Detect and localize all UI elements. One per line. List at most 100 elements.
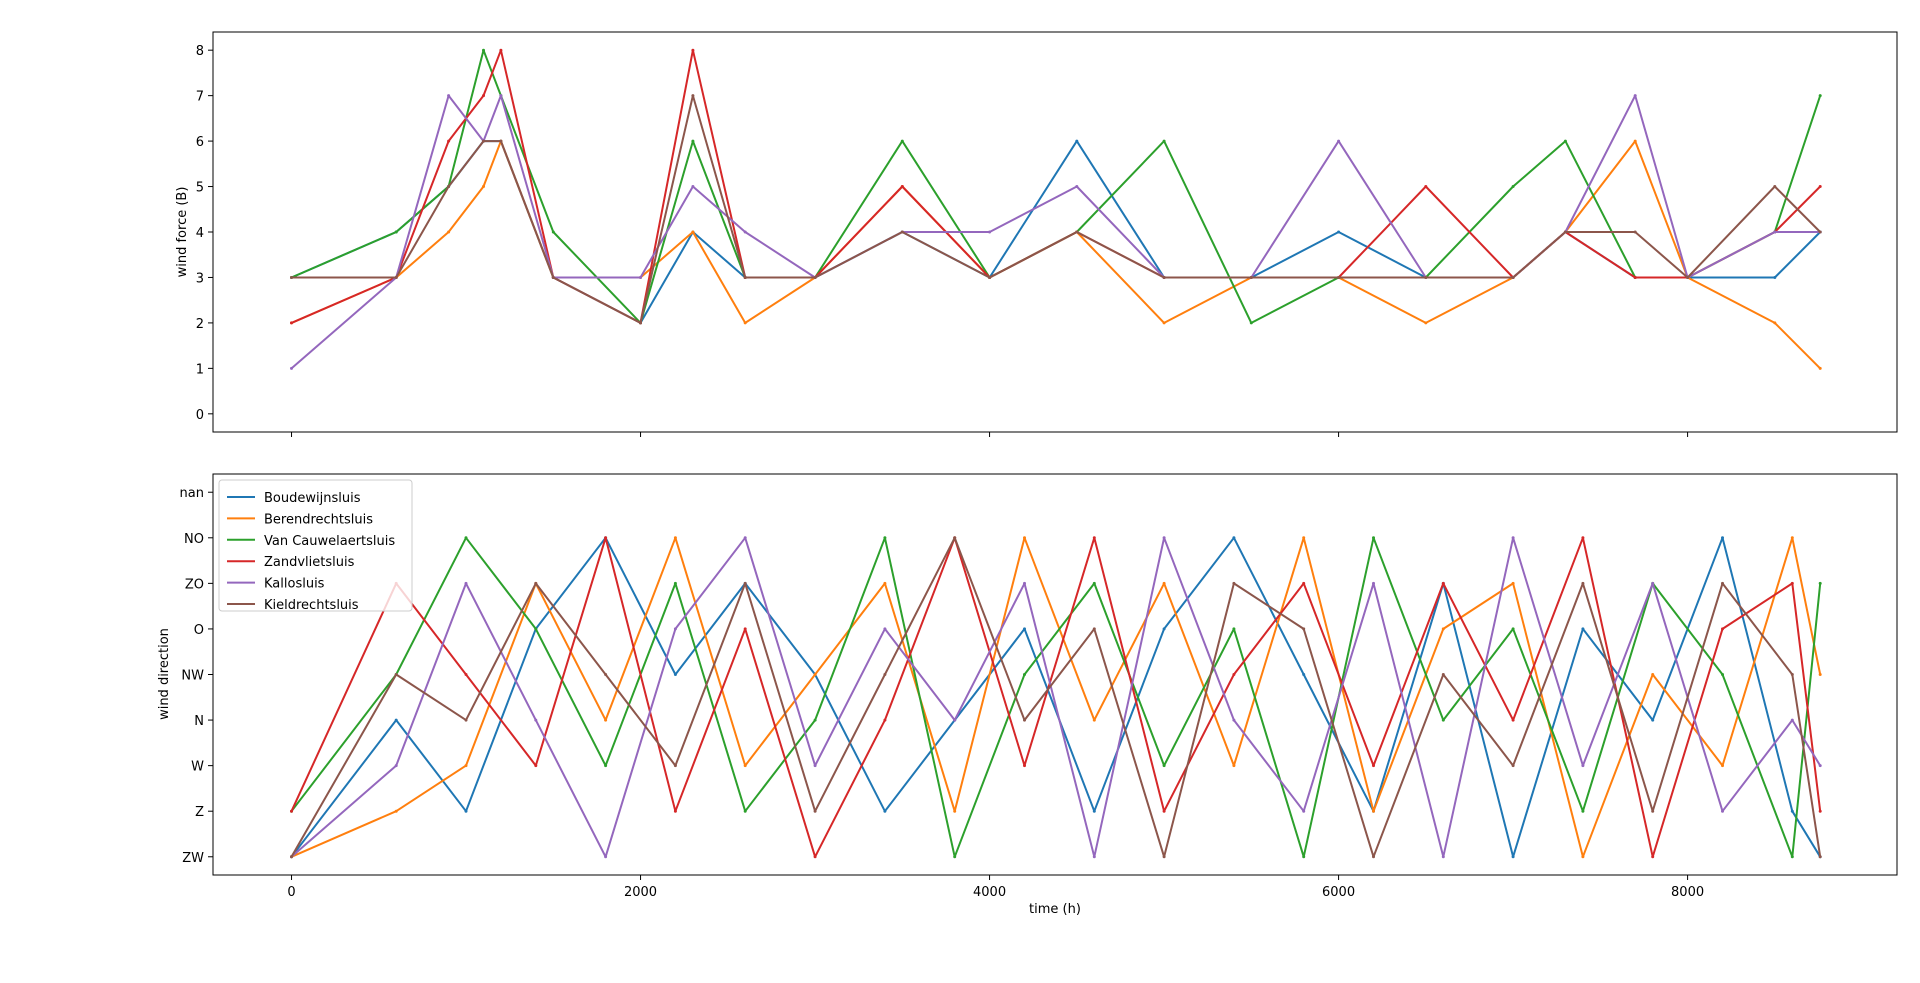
- wind-force-data-point: [988, 230, 992, 234]
- wind-direction-data-point: [1302, 581, 1306, 585]
- x-tick-label: 6000: [1322, 885, 1355, 900]
- wind-force-data-point: [1818, 366, 1822, 370]
- wind-force-data-point: [1511, 185, 1515, 188]
- wind-force-data-point: [447, 94, 451, 98]
- wind-force-data-point: [290, 366, 293, 370]
- wind-force-data-point: [1075, 230, 1079, 234]
- wind-direction-data-point: [1651, 718, 1655, 722]
- legend-label: Zandvlietsluis: [264, 555, 355, 570]
- wind-direction-data-point: [1023, 764, 1026, 768]
- wind-force-data-point: [691, 185, 695, 188]
- wind-direction-data-point: [1581, 809, 1585, 813]
- wind-direction-data-point: [1721, 581, 1724, 585]
- x-tick-label: 4000: [973, 885, 1006, 900]
- wind-direction-data-point: [1232, 627, 1236, 631]
- wind-direction-data-point: [1232, 718, 1236, 722]
- wind-direction-data-point: [1511, 718, 1515, 722]
- wind-direction-data-point: [1232, 581, 1236, 585]
- wind-direction-data-point: [604, 536, 608, 540]
- wind-force-data-point: [691, 230, 695, 234]
- wind-direction-data-point: [1023, 627, 1026, 631]
- wind-direction-data-point: [604, 855, 608, 859]
- wind-direction-data-point: [883, 581, 887, 585]
- wind-force-data-point: [1162, 276, 1166, 279]
- wind-direction-data-point: [883, 673, 887, 676]
- legend-label: Kallosluis: [264, 577, 325, 592]
- wind-direction-data-point: [673, 809, 677, 813]
- wind-force-data-point: [1773, 276, 1777, 279]
- y-tick-label: N: [194, 714, 204, 729]
- legend-label: Boudewijnsluis: [264, 491, 361, 506]
- wind-direction-data-point: [290, 855, 293, 859]
- y-tick-label: W: [191, 760, 204, 775]
- wind-direction-data-point: [464, 718, 468, 722]
- wind-force-data-point: [1337, 276, 1341, 279]
- wind-direction-data-point: [1302, 673, 1306, 676]
- wind-direction-data-point: [743, 764, 747, 768]
- wind-force-data-point: [551, 230, 555, 234]
- wind-force-data-point: [1633, 94, 1637, 98]
- wind-direction-data-point: [1581, 855, 1585, 859]
- x-tick-label: 2000: [624, 885, 657, 900]
- wind-direction-data-point: [1092, 718, 1096, 722]
- wind-force-x-ticks: [291, 432, 1689, 437]
- legend-label: Van Cauwelaertsluis: [264, 534, 395, 549]
- wind-direction-data-point: [1818, 809, 1822, 813]
- wind-direction-data-point: [534, 581, 538, 585]
- wind-direction-data-point: [604, 764, 608, 768]
- wind-force-data-point: [290, 321, 293, 325]
- wind-force-data-point: [1424, 276, 1428, 279]
- wind-direction-data-point: [1162, 809, 1166, 813]
- wind-direction-data-point: [1372, 536, 1375, 540]
- wind-force-data-point: [1162, 321, 1166, 325]
- wind-force-data-point: [499, 94, 503, 98]
- wind-direction-data-point: [1511, 581, 1515, 585]
- wind-force-data-point: [1773, 185, 1777, 188]
- wind-direction-data-point: [1372, 764, 1375, 768]
- wind-direction-data-point: [1232, 764, 1236, 768]
- wind-direction-data-point: [673, 764, 677, 768]
- wind-force-data-point: [499, 48, 503, 52]
- wind-force-data-point: [1162, 139, 1166, 143]
- wind-direction-data-point: [1511, 855, 1515, 859]
- wind-direction-data-point: [1302, 809, 1306, 813]
- wind-direction-data-point: [394, 718, 398, 722]
- wind-force-data-point: [1773, 321, 1777, 325]
- wind-direction-data-point: [604, 718, 608, 722]
- legend-entry: Berendrechtsluis: [227, 512, 373, 527]
- wind-force-data-point: [1818, 94, 1822, 98]
- wind-direction-data-point: [1023, 536, 1026, 540]
- legend: Boudewijnsluis Berendrechtsluis Van Cauwel…: [218, 479, 413, 613]
- wind-force-data-point: [1424, 321, 1428, 325]
- wind-force-data-point: [1818, 230, 1822, 234]
- wind-direction-data-point: [1790, 536, 1794, 540]
- wind-direction-data-point: [813, 764, 817, 768]
- wind-force-data-point: [1563, 230, 1567, 234]
- wind-direction-data-point: [1790, 581, 1794, 585]
- wind-force-data-point: [1633, 276, 1637, 279]
- wind-direction-data-point: [813, 673, 817, 676]
- wind-direction-x-ticks: 0 2000 4000 6000 8000: [287, 875, 1704, 900]
- wind-direction-data-point: [464, 809, 468, 813]
- wind-direction-data-point: [1162, 764, 1166, 768]
- wind-direction-data-point: [1651, 855, 1655, 859]
- y-tick-label: 4: [196, 226, 204, 241]
- wind-direction-data-point: [290, 809, 293, 813]
- y-tick-label: ZW: [182, 851, 204, 866]
- wind-direction-data-point: [1232, 536, 1236, 540]
- wind-direction-data-point: [883, 536, 887, 540]
- wind-direction-data-point: [1651, 809, 1655, 813]
- y-tick-label: 7: [196, 90, 204, 105]
- wind-force-data-point: [743, 276, 747, 279]
- wind-direction-data-point: [534, 718, 538, 722]
- wind-force-data-point: [1563, 139, 1567, 143]
- wind-force-data-point: [1075, 139, 1079, 143]
- wind-direction-data-point: [953, 536, 957, 540]
- legend-entry: Van Cauwelaertsluis: [227, 534, 395, 549]
- wind-direction-data-point: [953, 718, 957, 722]
- wind-force-data-point: [1249, 276, 1253, 279]
- wind-direction-data-point: [1511, 536, 1515, 540]
- wind-direction-data-point: [1162, 581, 1166, 585]
- legend-entry: Boudewijnsluis: [227, 491, 361, 506]
- y-tick-label: nan: [180, 486, 204, 501]
